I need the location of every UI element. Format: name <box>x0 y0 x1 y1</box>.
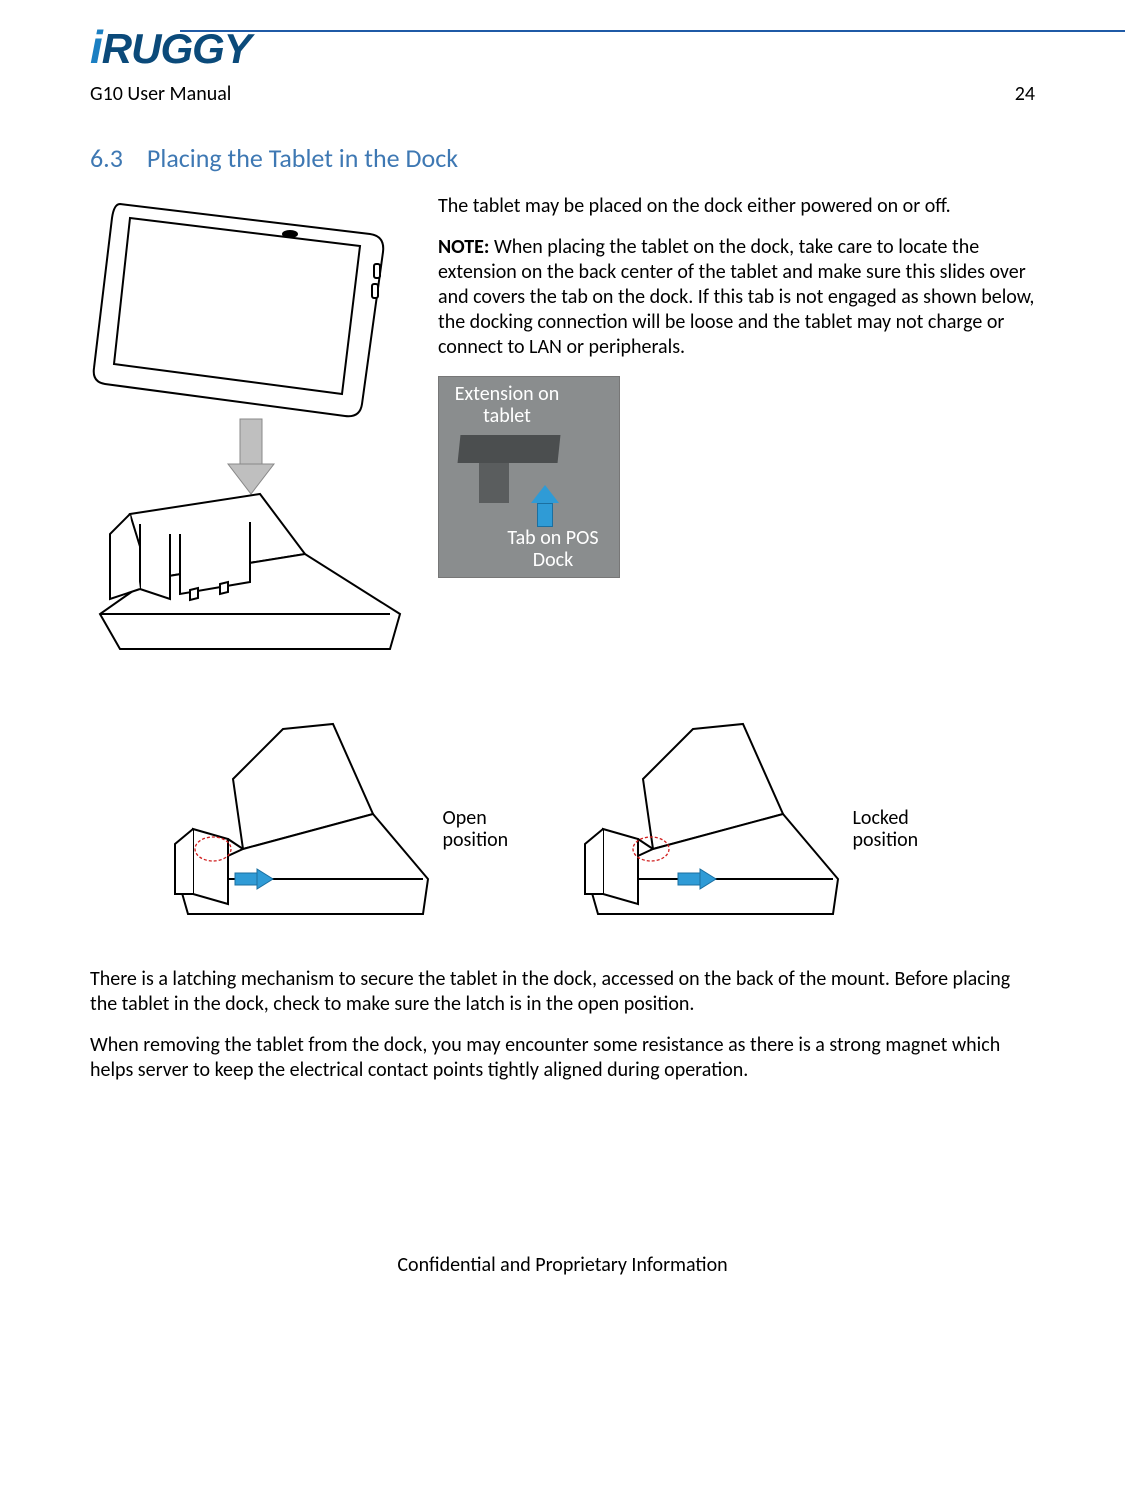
intro-paragraph: The tablet may be placed on the dock eit… <box>438 194 1035 219</box>
page-number: 24 <box>1015 82 1035 106</box>
tablet-dock-illustration <box>90 194 410 664</box>
section-number: 6.3 <box>90 142 123 174</box>
section-heading: 6.3 Placing the Tablet in the Dock <box>90 142 1035 174</box>
callout-tab-label: Tab on POS Dock <box>493 527 613 571</box>
manual-title: G10 User Manual <box>90 82 231 106</box>
open-position-label: Open position <box>443 807 543 851</box>
locked-position-label: Locked position <box>853 807 953 851</box>
latch-positions-figure: Open position Locked position <box>90 719 1035 939</box>
note-body: When placing the tablet on the dock, tak… <box>438 235 1034 359</box>
note-paragraph: NOTE: When placing the tablet on the doc… <box>438 235 1035 360</box>
note-label: NOTE: <box>438 235 489 259</box>
up-arrow-icon <box>531 485 559 525</box>
header-rule <box>180 30 1125 32</box>
remove-paragraph: When removing the tablet from the dock, … <box>90 1033 1035 1083</box>
callout-extension-label: Extension on tablet <box>447 383 567 427</box>
latch-paragraph: There is a latching mechanism to secure … <box>90 967 1035 1017</box>
logo-name: RUGGY <box>102 25 251 73</box>
extension-tab-photo: Extension on tablet Tab on POS Dock <box>438 376 620 578</box>
logo-i: i <box>90 20 102 74</box>
locked-position-illustration <box>583 719 843 939</box>
footer-text: Confidential and Proprietary Information <box>90 1253 1035 1277</box>
section-title: Placing the Tablet in the Dock <box>147 142 458 174</box>
tablet-into-dock-figure <box>90 194 410 669</box>
brand-logo: iRUGGY <box>90 20 1035 74</box>
open-position-illustration <box>173 719 433 939</box>
